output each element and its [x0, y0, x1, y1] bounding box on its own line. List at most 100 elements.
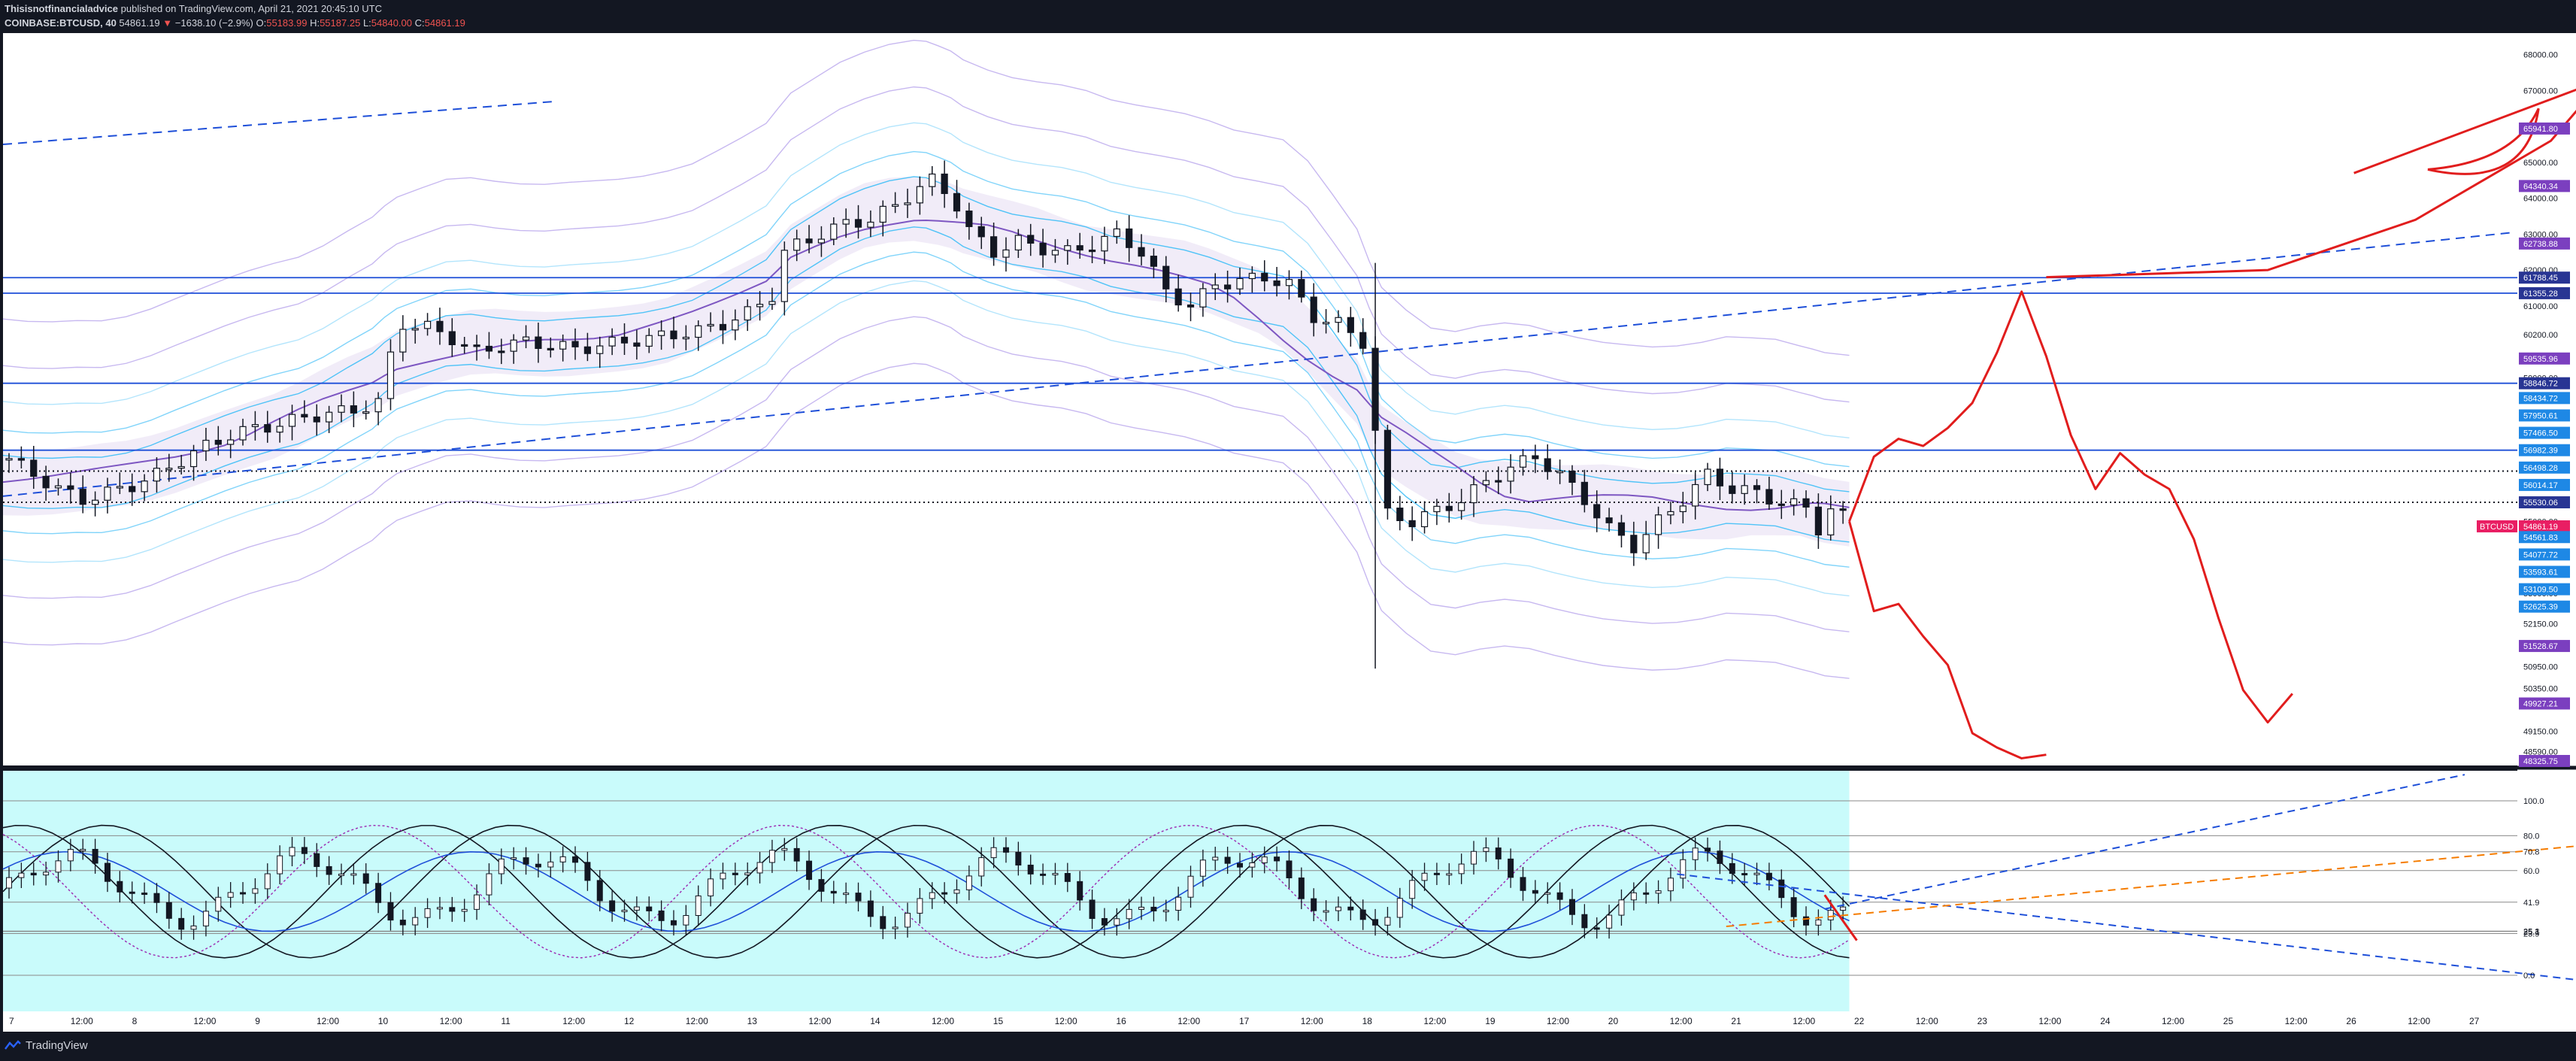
time-tick-19: 12:00 [1177, 1016, 1200, 1026]
osc-body-106 [1311, 898, 1317, 911]
candle-body-85 [1051, 250, 1059, 256]
price-tag-5: 59535.96 [2523, 355, 2558, 364]
price-tick-5: 63000.00 [2523, 230, 2558, 239]
red-projection-path [1848, 290, 2293, 724]
time-tick-20: 17 [1239, 1016, 1250, 1026]
candle-body-140 [1729, 485, 1736, 494]
osc-body-31 [387, 902, 394, 921]
time-tick-11: 12:00 [686, 1016, 708, 1026]
price-change: −1638.10 (−2.9%) [174, 17, 253, 29]
price-tag-bg-15 [2519, 531, 2570, 544]
candle-body-13 [165, 468, 173, 471]
osc-body-141 [1741, 873, 1748, 876]
osc-body-133 [1643, 892, 1650, 895]
candle-body-78 [965, 211, 973, 227]
osc-body-123 [1520, 877, 1526, 891]
price-tag-bg-16 [2519, 548, 2570, 561]
osc-body-92 [1138, 906, 1145, 910]
osc-body-149 [1840, 906, 1847, 911]
osc-body-23 [289, 847, 295, 856]
osc-body-116 [1433, 872, 1440, 875]
osc-body-127 [1568, 899, 1575, 915]
candle-body-5 [67, 485, 74, 490]
price-tag-12: 56014.17 [2523, 481, 2558, 490]
candle-body-114 [1408, 520, 1416, 528]
candle-body-145 [1790, 498, 1798, 506]
osc-body-138 [1705, 847, 1711, 852]
envelope-band-8 [2, 316, 1850, 632]
price-tag-bg-13 [2519, 496, 2570, 509]
candle-body-38 [473, 344, 480, 347]
candle-body-34 [423, 320, 432, 329]
price-tick-19: 49150.00 [2523, 728, 2558, 737]
osc-body-79 [978, 857, 985, 877]
osc-body-130 [1606, 914, 1613, 929]
candle-body-81 [1002, 249, 1010, 258]
osc-body-48 [596, 880, 603, 902]
osc-body-128 [1581, 914, 1588, 929]
time-axis [3, 1011, 2576, 1032]
candle-body-129 [1593, 504, 1601, 519]
time-tick-22: 18 [1362, 1016, 1373, 1026]
candle-body-19 [239, 426, 247, 441]
osc-body-85 [1052, 873, 1059, 876]
candle-body-23 [288, 414, 296, 427]
candle-body-11 [141, 480, 148, 493]
osc-body-115 [1421, 872, 1428, 881]
candle-body-109 [1347, 317, 1354, 333]
osc-body-53 [658, 910, 665, 921]
osc-level-label-4: 41.9 [2523, 899, 2539, 908]
osc-body-45 [559, 856, 566, 862]
candle-body-35 [436, 320, 444, 332]
candle-body-54 [670, 330, 677, 340]
envelope-band-1 [2, 86, 1850, 403]
osc-body-18 [227, 892, 234, 898]
candle-body-130 [1605, 517, 1613, 523]
price-tag-11: 56498.28 [2523, 464, 2558, 473]
candle-body-14 [177, 465, 185, 469]
candle-body-43 [535, 336, 542, 350]
candle-body-134 [1654, 514, 1662, 535]
candle-body-106 [1310, 296, 1317, 323]
candle-body-61 [756, 304, 764, 308]
open-value: 55183.99 [266, 17, 308, 29]
osc-body-86 [1064, 873, 1071, 882]
candle-body-138 [1704, 468, 1711, 486]
osc-body-5 [67, 849, 74, 862]
price-tick-8: 60200.00 [2523, 331, 2558, 340]
osc-body-143 [1765, 872, 1772, 881]
time-tick-38: 26 [2346, 1016, 2356, 1026]
candle-body-95 [1174, 288, 1182, 306]
osc-body-109 [1347, 906, 1354, 911]
osc-body-96 [1187, 875, 1194, 898]
author-name[interactable]: Thisisnotfinancialadvice [5, 3, 118, 14]
osc-body-74 [917, 898, 923, 914]
osc-body-113 [1396, 898, 1403, 918]
candle-body-56 [695, 325, 702, 338]
osc-body-52 [646, 906, 653, 911]
envelope-band-3 [2, 150, 1850, 468]
candle-body-60 [744, 306, 751, 321]
candle-body-57 [707, 323, 714, 327]
tradingview-logo[interactable]: TradingView [5, 1039, 88, 1052]
osc-body-81 [1002, 847, 1009, 853]
osc-body-145 [1790, 897, 1797, 917]
osc-body-114 [1409, 880, 1416, 899]
osc-body-44 [547, 861, 554, 868]
candle-body-94 [1162, 265, 1170, 290]
time-tick-1: 12:00 [71, 1016, 93, 1026]
candle-body-29 [362, 411, 370, 414]
candle-body-58 [719, 323, 727, 331]
candle-body-125 [1544, 458, 1551, 472]
candle-body-121 [1495, 480, 1502, 483]
candle-body-65 [805, 238, 813, 244]
candle-body-70 [867, 221, 874, 228]
osc-body-77 [953, 889, 960, 894]
candle-body-7 [91, 499, 99, 505]
time-tick-6: 10 [378, 1016, 389, 1026]
candle-body-116 [1433, 505, 1441, 513]
osc-body-35 [436, 907, 443, 910]
oscillator-line-0 [2, 824, 1850, 959]
osc-body-24 [301, 847, 308, 854]
